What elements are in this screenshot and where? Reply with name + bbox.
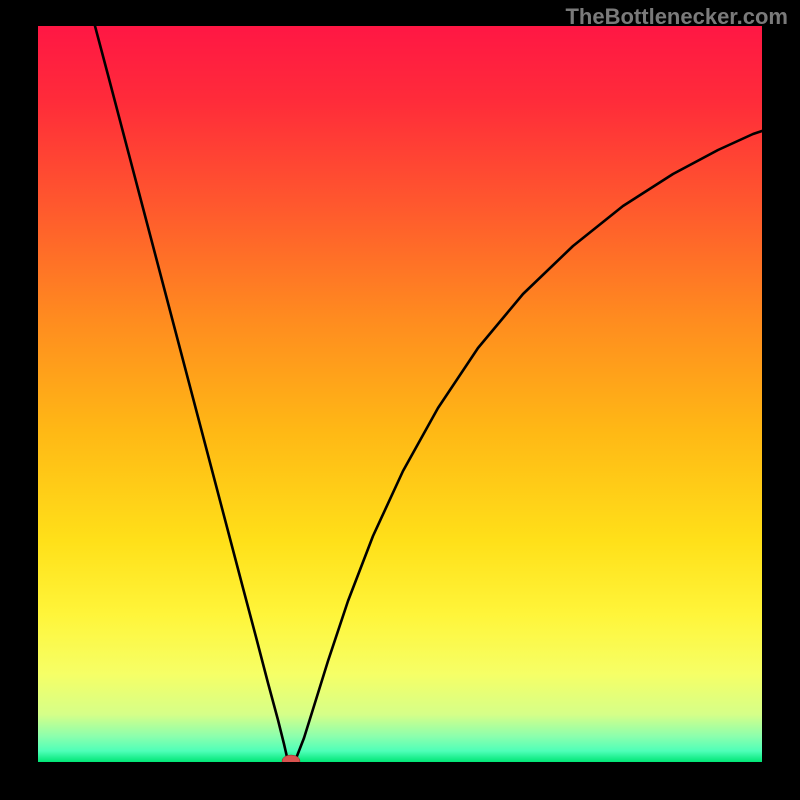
plot-background-gradient — [38, 26, 762, 762]
bottleneck-chart — [0, 0, 800, 800]
chart-container: TheBottlenecker.com — [0, 0, 800, 800]
watermark-text: TheBottlenecker.com — [565, 4, 788, 30]
